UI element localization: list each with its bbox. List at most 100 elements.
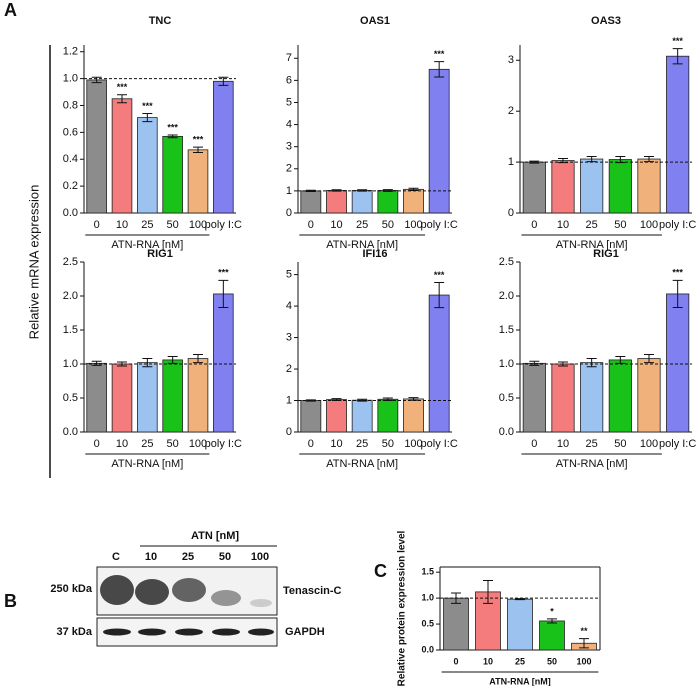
bar <box>580 158 604 214</box>
x-tick-label: poly I:C <box>205 438 242 450</box>
bar <box>137 362 158 433</box>
error-bar <box>586 155 597 163</box>
error-bar <box>218 279 229 309</box>
shared-y-label: Relative mRNA expression <box>26 185 41 340</box>
lane-label: 50 <box>219 551 231 563</box>
x-tick-label: 0 <box>94 219 100 231</box>
y-tick-label: 0.0 <box>63 426 78 438</box>
bar <box>137 117 158 214</box>
bar <box>351 399 373 433</box>
y-tick-label: 1.5 <box>63 324 78 336</box>
x-tick-label: 0 <box>531 438 537 450</box>
error-bar <box>579 638 589 649</box>
bar <box>666 55 690 214</box>
x-tick-label: 50 <box>167 219 179 231</box>
bar <box>666 293 690 433</box>
x-tick-label: 10 <box>116 438 128 450</box>
lane-label: 100 <box>251 551 269 563</box>
y-tick-label: 1.0 <box>63 358 78 370</box>
significance: *** <box>434 49 445 59</box>
x-axis-label: ATN-RNA [nM] <box>326 458 398 470</box>
y-tick-label: 5 <box>286 268 292 280</box>
band <box>248 628 274 636</box>
y-tick-label: 2 <box>286 163 292 175</box>
significance: *** <box>117 82 128 92</box>
x-tick-label: 0 <box>308 438 314 450</box>
x-tick-label: 25 <box>356 438 368 450</box>
x-tick-label: 50 <box>167 438 179 450</box>
bar <box>428 68 450 214</box>
bar <box>111 363 133 433</box>
error-bar <box>193 146 203 154</box>
y-tick-label: 0.5 <box>63 392 78 404</box>
error-bar <box>167 356 178 364</box>
bar <box>326 399 347 433</box>
y-tick-label: 2 <box>508 105 514 117</box>
x-axis-label: ATN-RNA [nM] <box>489 676 550 686</box>
x-tick-label: poly I:C <box>421 219 458 231</box>
protein-label: GAPDH <box>285 626 325 638</box>
significance: *** <box>218 268 229 278</box>
y-tick-label: 7 <box>286 52 292 64</box>
error-bar <box>615 356 626 364</box>
x-tick-label: 0 <box>531 219 537 231</box>
x-tick-label: 25 <box>141 219 153 231</box>
x-tick-label: 25 <box>515 656 525 666</box>
error-bar <box>434 61 445 78</box>
error-bar <box>193 353 203 364</box>
band <box>211 590 241 606</box>
bar <box>213 293 234 433</box>
bar <box>377 398 399 433</box>
bar <box>162 359 183 433</box>
x-axis-label: ATN-RNA [nM] <box>326 239 398 251</box>
significance: *** <box>672 268 683 278</box>
x-tick-label: 50 <box>547 656 557 666</box>
x-tick-label: 50 <box>614 438 626 450</box>
bar <box>428 294 450 433</box>
bar <box>403 398 424 433</box>
bar <box>403 188 424 214</box>
y-tick-label: 0 <box>286 426 292 438</box>
error-bar <box>672 279 683 309</box>
bar <box>608 359 632 433</box>
y-tick-label: 2.5 <box>499 256 514 268</box>
bar <box>162 135 183 214</box>
bar <box>551 363 575 433</box>
band <box>103 628 131 636</box>
lane-label: 10 <box>145 551 157 563</box>
blot-header: ATN [nM] <box>191 530 239 542</box>
panel-label: B <box>4 591 17 611</box>
error-bar <box>483 579 493 604</box>
error-bar <box>167 134 178 139</box>
y-tick-label: 0.5 <box>499 392 514 404</box>
x-tick-label: 100 <box>189 219 207 231</box>
y-tick-label: 1.5 <box>499 324 514 336</box>
band <box>172 578 206 602</box>
x-tick-label: 0 <box>94 438 100 450</box>
bar <box>300 400 322 433</box>
x-axis-label: ATN-RNA [nM] <box>556 239 628 251</box>
x-tick-label: 100 <box>576 656 591 666</box>
chart-title: TNC <box>149 15 172 27</box>
x-tick-label: 25 <box>586 219 598 231</box>
band <box>138 628 166 636</box>
y-tick-label: 5 <box>286 96 292 108</box>
x-tick-label: 100 <box>640 219 658 231</box>
y-tick-label: 1.0 <box>421 593 434 603</box>
y-tick-label: 0.2 <box>63 180 78 192</box>
y-tick-label: 0.6 <box>63 126 78 138</box>
band <box>135 579 169 605</box>
bar <box>580 362 604 433</box>
bar <box>326 190 347 214</box>
lane-label: C <box>112 551 120 563</box>
y-axis-label: Relative protein expression level <box>397 530 408 686</box>
chart-title: RIG1 <box>147 248 173 260</box>
marker-label: 250 kDa <box>50 583 92 595</box>
bar <box>213 80 234 214</box>
bar <box>187 358 209 433</box>
bar <box>86 79 107 214</box>
x-tick-label: 10 <box>557 438 569 450</box>
significance: *** <box>142 101 153 111</box>
y-tick-label: 0.5 <box>421 618 434 628</box>
y-tick-label: 0.4 <box>63 153 78 165</box>
